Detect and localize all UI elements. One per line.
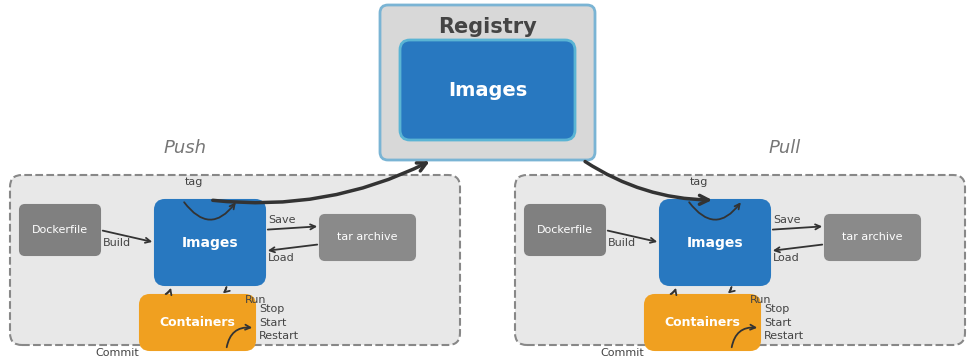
Text: Images: Images	[686, 236, 743, 250]
Text: tag: tag	[689, 177, 708, 187]
FancyBboxPatch shape	[20, 205, 100, 255]
Text: Registry: Registry	[438, 17, 537, 37]
Text: Dockerfile: Dockerfile	[537, 225, 593, 235]
Text: Images: Images	[448, 81, 527, 100]
Text: tar archive: tar archive	[842, 232, 903, 242]
FancyBboxPatch shape	[155, 200, 265, 285]
Text: Push: Push	[164, 139, 207, 157]
FancyBboxPatch shape	[825, 215, 920, 260]
Text: Load: Load	[773, 253, 800, 263]
FancyBboxPatch shape	[400, 40, 575, 140]
FancyBboxPatch shape	[10, 175, 460, 345]
Text: Run: Run	[245, 295, 266, 305]
FancyBboxPatch shape	[515, 175, 965, 345]
Text: Containers: Containers	[665, 316, 740, 329]
Text: Images: Images	[181, 236, 238, 250]
Text: tar archive: tar archive	[337, 232, 398, 242]
Text: Load: Load	[268, 253, 294, 263]
FancyBboxPatch shape	[645, 295, 760, 350]
Text: Commit: Commit	[600, 348, 644, 358]
Text: Save: Save	[268, 215, 295, 225]
FancyBboxPatch shape	[380, 5, 595, 160]
Text: Commit: Commit	[95, 348, 138, 358]
Text: Build: Build	[608, 238, 636, 248]
Text: Build: Build	[103, 238, 131, 248]
Text: Stop
Start
Restart: Stop Start Restart	[259, 304, 299, 341]
FancyBboxPatch shape	[525, 205, 605, 255]
Text: Stop
Start
Restart: Stop Start Restart	[764, 304, 804, 341]
Text: tag: tag	[184, 177, 203, 187]
Text: Run: Run	[750, 295, 771, 305]
Text: Dockerfile: Dockerfile	[32, 225, 88, 235]
FancyBboxPatch shape	[320, 215, 415, 260]
Text: Pull: Pull	[769, 139, 801, 157]
FancyBboxPatch shape	[140, 295, 255, 350]
Text: Save: Save	[773, 215, 800, 225]
FancyBboxPatch shape	[660, 200, 770, 285]
Text: Containers: Containers	[160, 316, 235, 329]
